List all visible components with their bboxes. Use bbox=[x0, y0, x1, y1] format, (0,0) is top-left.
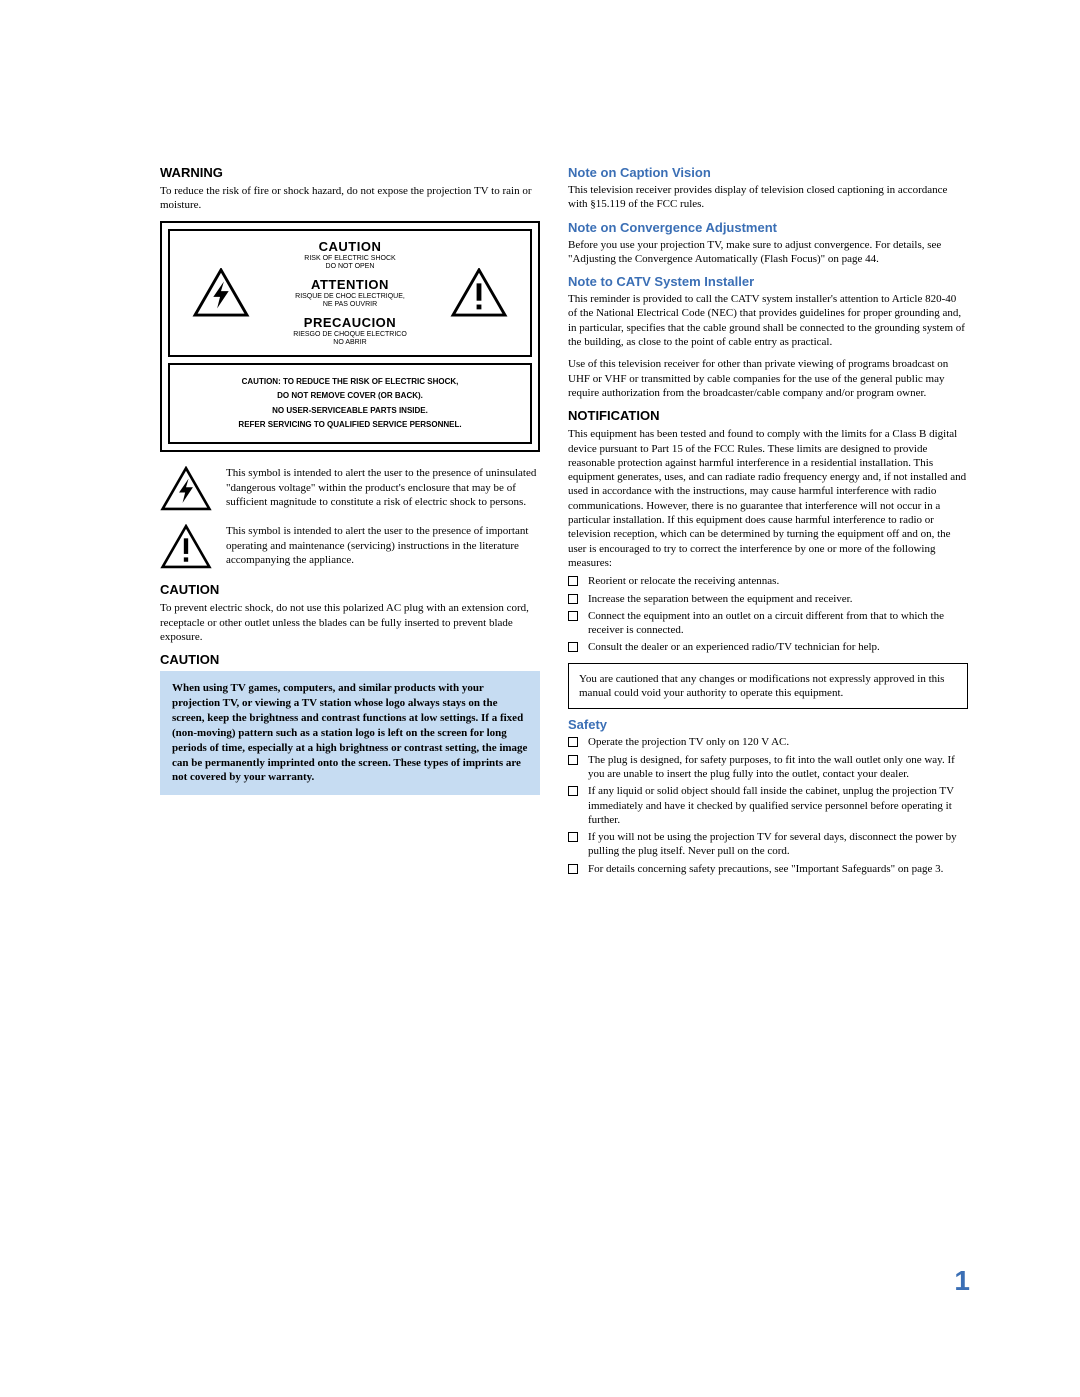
lightning-triangle-icon bbox=[160, 466, 212, 512]
symbol-row-2: This symbol is intended to alert the use… bbox=[160, 524, 540, 570]
checkbox-icon bbox=[568, 864, 578, 874]
list-item: If you will not be using the projection … bbox=[568, 830, 968, 859]
caution-lower-3: NO USER-SERVICEABLE PARTS INSIDE. bbox=[178, 404, 522, 418]
checkbox-icon bbox=[568, 611, 578, 621]
checkbox-icon bbox=[568, 576, 578, 586]
checkbox-icon bbox=[568, 594, 578, 604]
caution-lower-4: REFER SERVICING TO QUALIFIED SERVICE PER… bbox=[178, 418, 522, 432]
caution-bolt-cell bbox=[170, 231, 271, 355]
lightning-triangle-icon bbox=[192, 268, 250, 318]
list-item: Operate the projection TV only on 120 V … bbox=[568, 735, 968, 749]
caution-text-cell: CAUTION RISK OF ELECTRIC SHOCK DO NOT OP… bbox=[271, 231, 428, 355]
list-item: For details concerning safety precaution… bbox=[568, 862, 968, 876]
caution-box-lower: CAUTION: TO REDUCE THE RISK OF ELECTRIC … bbox=[168, 363, 532, 445]
caution-en-sub: RISK OF ELECTRIC SHOCK DO NOT OPEN bbox=[304, 255, 395, 271]
caution-fr-sub: RISQUE DE CHOC ELECTRIQUE, NE PAS OUVRIR bbox=[295, 293, 405, 309]
caution-lower-1: CAUTION: TO REDUCE THE RISK OF ELECTRIC … bbox=[178, 375, 522, 389]
warning-heading: WARNING bbox=[160, 165, 540, 180]
note-caption-text: This television receiver provides displa… bbox=[568, 183, 968, 212]
page-content: WARNING To reduce the risk of fire or sh… bbox=[0, 0, 1080, 944]
checkbox-icon bbox=[568, 737, 578, 747]
exclamation-triangle-icon bbox=[160, 524, 212, 570]
note-catv-text-2: Use of this television receiver for othe… bbox=[568, 357, 968, 400]
list-item: Reorient or relocate the receiving anten… bbox=[568, 574, 968, 588]
list-item: Increase the separation between the equi… bbox=[568, 592, 968, 606]
caution-fr-title: ATTENTION bbox=[295, 277, 405, 292]
list-item: The plug is designed, for safety purpose… bbox=[568, 753, 968, 782]
symbol-1-text: This symbol is intended to alert the use… bbox=[226, 466, 540, 509]
caution-es-title: PRECAUCION bbox=[293, 315, 407, 330]
caution-blue-box: When using TV games, computers, and simi… bbox=[160, 671, 540, 795]
note-conv-heading: Note on Convergence Adjustment bbox=[568, 220, 968, 235]
note-catv-heading: Note to CATV System Installer bbox=[568, 274, 968, 289]
caution-2-heading: CAUTION bbox=[160, 652, 540, 667]
notice-box: You are cautioned that any changes or mo… bbox=[568, 663, 968, 710]
checkbox-icon bbox=[568, 786, 578, 796]
caution-box-upper: CAUTION RISK OF ELECTRIC SHOCK DO NOT OP… bbox=[168, 229, 532, 357]
list-item: Connect the equipment into an outlet on … bbox=[568, 609, 968, 638]
caution-es-sub: RIESGO DE CHOQUE ELECTRICO NO ABRIR bbox=[293, 331, 407, 347]
safety-list: Operate the projection TV only on 120 V … bbox=[568, 735, 968, 876]
notification-list: Reorient or relocate the receiving anten… bbox=[568, 574, 968, 654]
symbol-row-1: This symbol is intended to alert the use… bbox=[160, 466, 540, 512]
caution-en-title: CAUTION bbox=[304, 239, 395, 254]
checkbox-icon bbox=[568, 642, 578, 652]
note-caption-heading: Note on Caption Vision bbox=[568, 165, 968, 180]
notification-text: This equipment has been tested and found… bbox=[568, 427, 968, 570]
caution-exclaim-cell bbox=[429, 231, 530, 355]
checkbox-icon bbox=[568, 755, 578, 765]
list-item: Consult the dealer or an experienced rad… bbox=[568, 640, 968, 654]
right-column: Note on Caption Vision This television r… bbox=[568, 165, 968, 884]
checkbox-icon bbox=[568, 832, 578, 842]
caution-1-text: To prevent electric shock, do not use th… bbox=[160, 601, 540, 644]
caution-2-text: When using TV games, computers, and simi… bbox=[172, 681, 528, 785]
page-number: 1 bbox=[954, 1265, 970, 1297]
warning-text: To reduce the risk of fire or shock haza… bbox=[160, 184, 540, 213]
safety-heading: Safety bbox=[568, 717, 968, 732]
list-item: If any liquid or solid object should fal… bbox=[568, 784, 968, 827]
notification-heading: NOTIFICATION bbox=[568, 408, 968, 423]
caution-1-heading: CAUTION bbox=[160, 582, 540, 597]
left-column: WARNING To reduce the risk of fire or sh… bbox=[160, 165, 540, 884]
caution-box-outer: CAUTION RISK OF ELECTRIC SHOCK DO NOT OP… bbox=[160, 221, 540, 453]
exclamation-triangle-icon bbox=[450, 268, 508, 318]
note-catv-text-1: This reminder is provided to call the CA… bbox=[568, 292, 968, 349]
caution-lower-2: DO NOT REMOVE COVER (OR BACK). bbox=[178, 389, 522, 403]
symbol-2-text: This symbol is intended to alert the use… bbox=[226, 524, 540, 567]
note-conv-text: Before you use your projection TV, make … bbox=[568, 238, 968, 267]
